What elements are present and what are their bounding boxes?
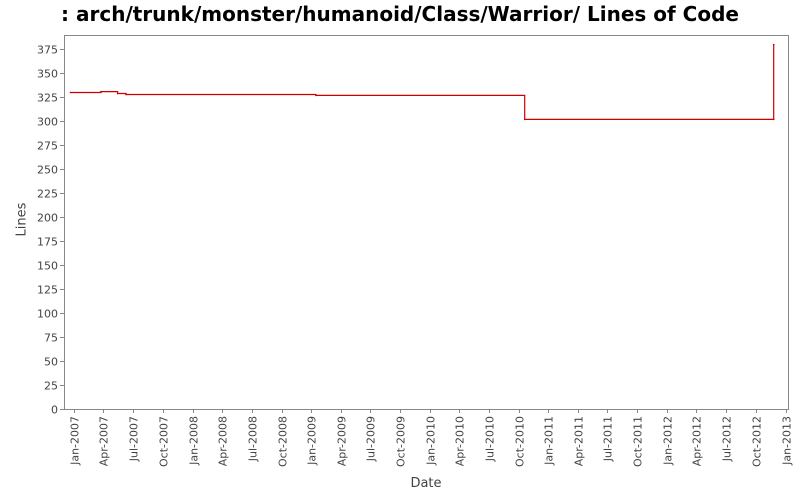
data-point <box>772 43 775 46</box>
y-tick-label: 225 <box>37 188 58 201</box>
data-point <box>523 118 526 121</box>
x-tick-label: Apr-2010 <box>454 416 467 466</box>
y-tick-label: 375 <box>37 44 58 57</box>
x-tick-label: Oct-2012 <box>751 416 764 467</box>
y-tick-label: 350 <box>37 68 58 81</box>
plot-area <box>64 35 789 410</box>
series-layer <box>69 43 775 121</box>
data-point <box>100 90 102 93</box>
x-tick-label: Jan-2007 <box>69 416 82 466</box>
y-tick-label: 275 <box>37 140 58 153</box>
x-tick-label: Jul-2009 <box>365 416 378 462</box>
y-tick-label: 175 <box>37 236 58 249</box>
data-point <box>772 118 775 121</box>
x-axis-ticks: Jan-2007 Apr-2007 Jul-2007 Oct-2007 Jan-2008… <box>69 409 794 467</box>
y-tick-label: 200 <box>37 212 58 225</box>
x-tick-label: Jan-2008 <box>188 416 201 466</box>
x-tick-label: Jan-2009 <box>306 416 319 466</box>
x-tick-label: Oct-2007 <box>158 416 171 467</box>
y-tick-label: 75 <box>44 332 58 345</box>
y-tick-label: 25 <box>44 380 58 393</box>
data-point <box>69 91 72 94</box>
x-tick-label: Oct-2011 <box>632 416 645 467</box>
series-line <box>70 44 775 120</box>
x-tick-label: Oct-2009 <box>395 416 408 467</box>
y-tick-label: 50 <box>44 356 58 369</box>
y-tick-label: 250 <box>37 164 58 177</box>
x-tick-label: Apr-2009 <box>336 416 349 466</box>
x-tick-label: Apr-2012 <box>691 416 704 466</box>
x-tick-label: Jan-2013 <box>781 416 794 466</box>
x-tick-label: Jul-2007 <box>128 416 141 462</box>
x-tick-label: Jul-2010 <box>484 416 497 462</box>
y-tick-label: 100 <box>37 308 58 321</box>
x-axis-label: Date <box>410 476 442 491</box>
data-point <box>125 93 127 96</box>
x-tick-label: Apr-2007 <box>98 416 111 466</box>
x-tick-label: Jan-2010 <box>425 416 438 466</box>
x-tick-label: Jul-2012 <box>721 416 734 462</box>
chart-title: : arch/trunk/monster/humanoid/Class/Warr… <box>61 2 739 26</box>
x-tick-label: Jul-2008 <box>247 416 260 462</box>
y-tick-label: 0 <box>51 404 58 417</box>
y-axis-ticks: 0 25 50 75 100 125 150 175 200 225 250 275 300 325 350… <box>37 44 64 417</box>
y-tick-label: 150 <box>37 260 58 273</box>
data-point <box>116 92 119 95</box>
x-tick-label: Oct-2010 <box>514 416 527 467</box>
x-tick-label: Oct-2008 <box>277 416 290 467</box>
x-tick-label: Apr-2008 <box>217 416 230 466</box>
x-tick-label: Apr-2011 <box>573 416 586 466</box>
x-tick-label: Jul-2011 <box>602 416 615 462</box>
y-tick-label: 300 <box>37 116 58 129</box>
data-point <box>315 94 317 97</box>
y-tick-label: 325 <box>37 92 58 105</box>
y-tick-label: 125 <box>37 284 58 297</box>
x-tick-label: Jan-2011 <box>543 416 556 466</box>
x-tick-label: Jan-2012 <box>662 416 675 466</box>
